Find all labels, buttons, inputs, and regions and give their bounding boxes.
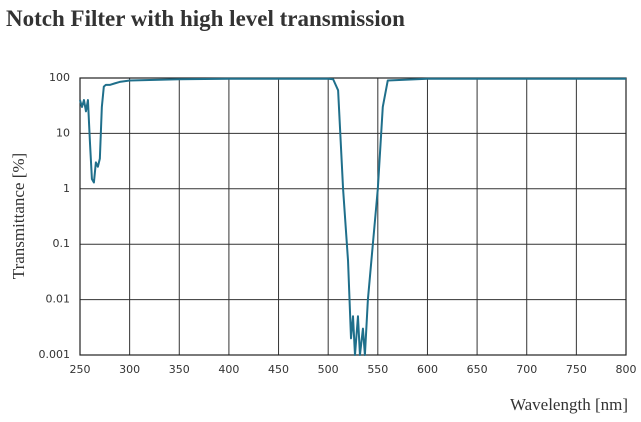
chart-title: Notch Filter with high level transmissio…	[6, 6, 405, 31]
y-tick-label: 0.01	[46, 293, 71, 306]
y-tick-label: 1	[63, 182, 70, 195]
x-tick-label: 300	[119, 363, 140, 376]
y-axis-label: Transmittance [%]	[9, 153, 28, 279]
x-tick-label: 650	[467, 363, 488, 376]
x-tick-label: 700	[516, 363, 537, 376]
plot-frame	[79, 77, 627, 356]
x-tick-label: 750	[566, 363, 587, 376]
y-tick-label: 100	[49, 71, 70, 84]
x-tick-label: 450	[268, 363, 289, 376]
x-tick-label: 250	[70, 363, 91, 376]
y-tick-label: 10	[56, 126, 70, 139]
x-tick-label: 600	[417, 363, 438, 376]
x-tick-label: 550	[367, 363, 388, 376]
x-tick-label: 500	[318, 363, 339, 376]
data-line	[79, 77, 626, 356]
x-tick-label: 400	[218, 363, 239, 376]
y-tick-label: 0.001	[39, 348, 71, 361]
y-tick-label: 0.1	[53, 237, 71, 250]
x-axis-label: Wavelength [nm]	[510, 395, 628, 414]
x-tick-label: 350	[169, 363, 190, 376]
x-tick-label: 800	[616, 363, 637, 376]
